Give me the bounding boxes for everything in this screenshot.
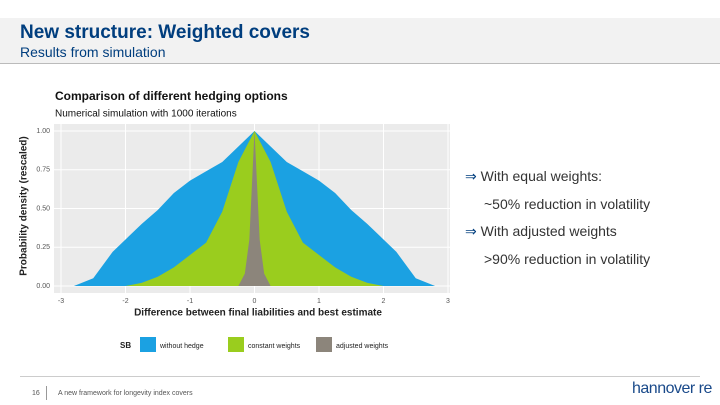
bullet: ⇒ With equal weights: xyxy=(465,168,602,185)
slide-title: New structure: Weighted covers xyxy=(20,22,311,43)
legend-label: constant weights xyxy=(248,343,301,350)
y-tick-label: 1.00 xyxy=(36,128,50,135)
bullet-text: With equal weights: xyxy=(480,168,603,184)
legend-label: without hedge xyxy=(159,343,204,350)
y-tick-label: 0.75 xyxy=(36,167,50,174)
x-tick-label: 1 xyxy=(317,298,321,305)
header-rule xyxy=(0,63,720,64)
bullet-arrow: ⇒ xyxy=(465,168,477,184)
y-tick-label: 0.25 xyxy=(36,244,50,251)
legend-swatch xyxy=(140,337,156,352)
footer-text: A new framework for longevity index cove… xyxy=(58,390,193,397)
header-band xyxy=(0,18,720,64)
bullet-detail: >90% reduction in volatility xyxy=(484,251,651,267)
x-tick-label: 2 xyxy=(382,298,386,305)
legend-label: adjusted weights xyxy=(336,343,389,350)
x-tick-label: -2 xyxy=(122,298,128,305)
legend-title: SB xyxy=(120,341,131,350)
logo: hannover re xyxy=(632,380,712,397)
slide-subtitle: Results from simulation xyxy=(20,44,166,60)
y-tick-label: 0.00 xyxy=(36,283,50,290)
density-area xyxy=(238,131,271,286)
chart-subtitle: Numerical simulation with 1000 iteration… xyxy=(55,109,237,120)
x-axis-label: Difference between final liabilities and… xyxy=(134,308,382,319)
footer-divider xyxy=(46,386,47,400)
bullet-text: With adjusted weights xyxy=(480,223,617,239)
chart-title: Comparison of different hedging options xyxy=(55,89,288,103)
footer-rule xyxy=(20,376,700,377)
bullet-detail: ~50% reduction in volatility xyxy=(484,196,651,212)
bullet: ⇒ With adjusted weights xyxy=(465,223,617,240)
y-axis-label: Probability density (rescaled) xyxy=(19,136,30,276)
y-tick-label: 0.50 xyxy=(36,205,50,212)
page-number: 16 xyxy=(32,390,40,397)
legend-swatch xyxy=(316,337,332,352)
x-tick-label: 0 xyxy=(253,298,257,305)
bullet-arrow: ⇒ xyxy=(465,223,477,239)
chart: Comparison of different hedging options … xyxy=(19,89,450,352)
legend-swatch xyxy=(228,337,244,352)
x-tick-label: -3 xyxy=(58,298,64,305)
x-tick-label: -1 xyxy=(187,298,193,305)
x-tick-label: 3 xyxy=(446,298,450,305)
